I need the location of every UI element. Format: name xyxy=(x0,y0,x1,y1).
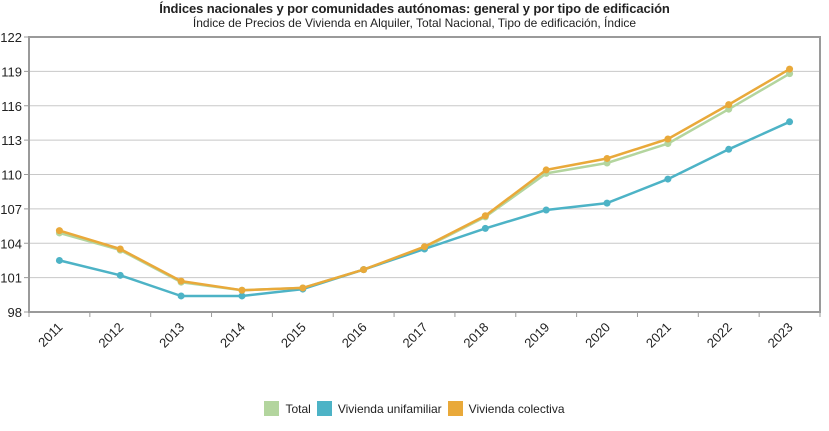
data-point[interactable] xyxy=(481,224,489,232)
data-point[interactable] xyxy=(177,292,185,300)
chart-subtitle: Índice de Precios de Vivienda en Alquile… xyxy=(192,16,637,30)
plot-frame xyxy=(28,36,821,313)
gridlines xyxy=(29,70,820,279)
x-tick-label: 2016 xyxy=(339,320,370,351)
legend-label-vivienda-unifamiliar: Vivienda unifamiliar xyxy=(337,401,442,416)
data-point[interactable] xyxy=(116,271,124,279)
data-point[interactable] xyxy=(725,145,733,153)
series-vivienda-colectiva xyxy=(55,65,794,294)
y-tick-label: 113 xyxy=(1,133,22,148)
data-point[interactable] xyxy=(238,286,246,294)
data-point[interactable] xyxy=(55,256,63,264)
series-lines xyxy=(55,65,794,300)
legend-item-vivienda-colectiva[interactable]: Vivienda colectiva xyxy=(447,401,565,416)
data-point[interactable] xyxy=(786,65,794,73)
data-point[interactable] xyxy=(542,206,550,214)
legend-swatch-vivienda-unifamiliar xyxy=(316,401,332,416)
chart-title: Índices nacionales y por comunidades aut… xyxy=(159,1,670,16)
x-tick-label: 2011 xyxy=(35,320,65,350)
series-total xyxy=(55,70,794,294)
x-axis-ticks: 2011 2012 2013 2014 2015 2016 2017 2018 2019 2020… xyxy=(28,312,821,351)
data-point[interactable] xyxy=(725,101,733,109)
x-tick-label: 2015 xyxy=(278,320,309,351)
y-tick-label: 107 xyxy=(0,202,22,217)
data-point[interactable] xyxy=(603,154,611,162)
data-point[interactable] xyxy=(299,284,307,292)
series-line xyxy=(59,68,791,292)
y-tick-label: 116 xyxy=(1,99,22,114)
x-tick-label: 2014 xyxy=(217,320,248,351)
x-tick-label: 2019 xyxy=(521,320,552,351)
y-tick-label: 104 xyxy=(0,236,22,251)
data-point[interactable] xyxy=(177,277,185,285)
data-point[interactable] xyxy=(786,118,794,126)
legend-item-total[interactable]: Total xyxy=(264,401,311,416)
y-tick-label: 98 xyxy=(8,305,22,320)
y-tick-label: 119 xyxy=(1,64,22,79)
data-point[interactable] xyxy=(664,175,672,183)
data-point[interactable] xyxy=(481,212,489,220)
data-point[interactable] xyxy=(603,199,611,207)
x-tick-label: 2012 xyxy=(95,320,126,351)
x-tick-label: 2018 xyxy=(460,320,491,351)
data-point[interactable] xyxy=(116,245,124,253)
x-tick-label: 2013 xyxy=(156,320,187,351)
x-tick-label: 2021 xyxy=(643,320,674,351)
data-point[interactable] xyxy=(360,266,368,274)
legend-swatch-vivienda-colectiva xyxy=(447,401,463,416)
y-tick-label: 122 xyxy=(0,30,22,45)
legend-item-vivienda-unifamiliar[interactable]: Vivienda unifamiliar xyxy=(316,401,442,416)
y-axis-ticks: 98 101 104 107 110 113 116 119 122 xyxy=(0,30,29,320)
legend-label-total: Total xyxy=(285,401,311,416)
data-point[interactable] xyxy=(55,227,63,235)
x-tick-label: 2020 xyxy=(582,320,613,351)
legend-swatch-total xyxy=(264,401,280,416)
x-tick-label: 2017 xyxy=(400,320,431,351)
y-tick-label: 101 xyxy=(0,271,22,286)
x-tick-label: 2023 xyxy=(765,320,796,351)
data-point[interactable] xyxy=(421,243,428,251)
data-point[interactable] xyxy=(542,166,550,174)
data-point[interactable] xyxy=(238,292,246,300)
legend-label-vivienda-colectiva: Vivienda colectiva xyxy=(468,401,565,416)
legend: Total Vivienda unifamiliar Vivienda cole… xyxy=(0,401,829,416)
y-tick-label: 110 xyxy=(1,168,22,183)
data-point[interactable] xyxy=(664,135,672,143)
x-tick-label: 2022 xyxy=(704,320,735,351)
